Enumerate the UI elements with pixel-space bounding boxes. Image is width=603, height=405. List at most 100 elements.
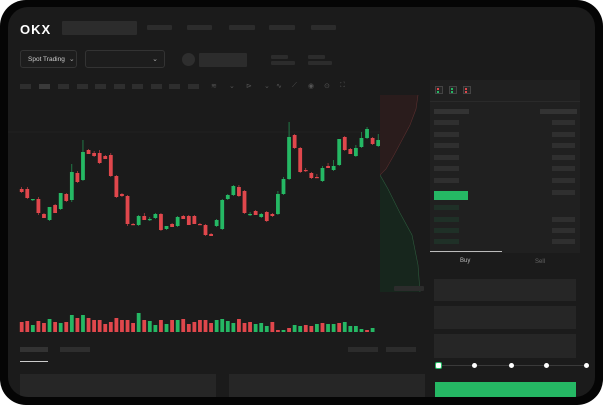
candle[interactable] — [237, 187, 241, 196]
candle[interactable] — [270, 214, 275, 216]
indicator-icon[interactable]: ⊳ — [246, 83, 252, 90]
candlestick-chart[interactable] — [8, 95, 380, 335]
nav-item[interactable] — [187, 25, 212, 30]
candle[interactable] — [242, 191, 247, 213]
candle[interactable] — [292, 135, 297, 148]
candle[interactable] — [159, 214, 163, 230]
candle[interactable] — [75, 173, 80, 182]
timeframe-button[interactable] — [188, 84, 199, 89]
camera-icon[interactable]: ◉ — [308, 83, 315, 90]
candle[interactable] — [53, 205, 58, 213]
total-input[interactable] — [434, 334, 576, 358]
timeframe-button[interactable] — [39, 84, 50, 89]
candle[interactable] — [287, 137, 291, 179]
chevron-down-icon[interactable]: ⌄ — [264, 83, 270, 90]
candle[interactable] — [248, 214, 252, 216]
price-input[interactable] — [434, 279, 576, 301]
tab-sell[interactable]: Sell — [535, 259, 546, 265]
buy-button[interactable] — [435, 382, 576, 397]
candle[interactable] — [153, 214, 158, 218]
nav-item[interactable] — [229, 25, 255, 30]
timeframe-button[interactable] — [132, 84, 143, 89]
pair-selector[interactable]: ⌄ — [85, 50, 165, 68]
spot-trading-dropdown[interactable]: Spot Trading ⌄ — [20, 50, 77, 68]
ruler-icon[interactable]: ⟋ — [292, 82, 297, 89]
candle[interactable] — [253, 211, 258, 215]
settings-icon[interactable]: ⊙ — [324, 83, 330, 90]
timeframe-button[interactable] — [58, 84, 69, 89]
candle[interactable] — [142, 216, 147, 220]
search-bar[interactable] — [62, 21, 137, 35]
orderbook-asks-icon[interactable] — [463, 86, 471, 94]
timeframe-button[interactable] — [77, 84, 88, 89]
candle[interactable] — [259, 214, 264, 217]
candle[interactable] — [198, 224, 202, 226]
candle[interactable] — [125, 196, 130, 224]
chevron-down-icon[interactable]: ⌄ — [229, 83, 235, 90]
candle[interactable] — [303, 170, 308, 172]
orderbook-both-icon[interactable] — [435, 86, 443, 94]
candle[interactable] — [359, 138, 364, 147]
candle[interactable] — [326, 166, 330, 168]
candle[interactable] — [108, 155, 113, 176]
candle[interactable] — [25, 189, 30, 198]
candle[interactable] — [281, 179, 286, 194]
candle[interactable] — [120, 194, 124, 196]
line-style-icon[interactable]: ≋ — [211, 83, 217, 90]
candle[interactable] — [348, 149, 353, 154]
candle[interactable] — [209, 234, 213, 236]
candle[interactable] — [309, 173, 314, 178]
candle[interactable] — [47, 207, 52, 220]
candle[interactable] — [30, 199, 35, 201]
tab-order-history[interactable] — [60, 347, 90, 352]
slider-step-50[interactable] — [509, 363, 514, 368]
filter-button[interactable] — [348, 347, 378, 352]
candle[interactable] — [58, 193, 63, 209]
slider-step-100[interactable] — [584, 363, 589, 368]
candle[interactable] — [103, 156, 108, 159]
candle[interactable] — [186, 216, 191, 225]
candle[interactable] — [331, 166, 336, 170]
slider-step-25[interactable] — [472, 363, 477, 368]
filter-button[interactable] — [386, 347, 416, 352]
okx-logo[interactable]: OKX — [20, 22, 52, 37]
candle[interactable] — [131, 224, 135, 226]
candle[interactable] — [214, 220, 219, 226]
candle[interactable] — [69, 172, 74, 200]
timeframe-button[interactable] — [114, 84, 125, 89]
slider-handle[interactable] — [435, 362, 442, 369]
candle[interactable] — [92, 153, 97, 156]
candle[interactable] — [315, 177, 319, 179]
candle[interactable] — [19, 189, 24, 192]
candle[interactable] — [175, 217, 180, 226]
tab-buy[interactable]: Buy — [460, 258, 471, 264]
candle[interactable] — [354, 148, 358, 156]
candle[interactable] — [164, 226, 169, 229]
candle[interactable] — [376, 140, 380, 146]
nav-item[interactable] — [311, 25, 336, 30]
candle[interactable] — [203, 225, 208, 235]
candle[interactable] — [114, 176, 119, 197]
nav-item[interactable] — [269, 25, 295, 30]
candle[interactable] — [136, 216, 141, 225]
candle[interactable] — [337, 139, 342, 165]
timeframe-button[interactable] — [20, 84, 31, 89]
wave-icon[interactable]: ∿ — [276, 83, 282, 90]
candle[interactable] — [365, 129, 369, 138]
candle[interactable] — [320, 168, 325, 181]
candle[interactable] — [342, 137, 347, 150]
candle[interactable] — [231, 186, 236, 195]
candle[interactable] — [86, 150, 91, 154]
tab-open-orders[interactable] — [20, 347, 48, 352]
nav-item[interactable] — [147, 25, 172, 30]
orderbook-bids-icon[interactable] — [449, 86, 457, 94]
candle[interactable] — [192, 216, 197, 224]
timeframe-button[interactable] — [169, 84, 180, 89]
candle[interactable] — [64, 194, 69, 201]
slider-step-75[interactable] — [544, 363, 549, 368]
candle[interactable] — [370, 138, 375, 144]
candle[interactable] — [298, 148, 303, 172]
candle[interactable] — [97, 153, 102, 163]
candle[interactable] — [264, 212, 269, 221]
fullscreen-icon[interactable]: ⛶ — [340, 82, 345, 89]
